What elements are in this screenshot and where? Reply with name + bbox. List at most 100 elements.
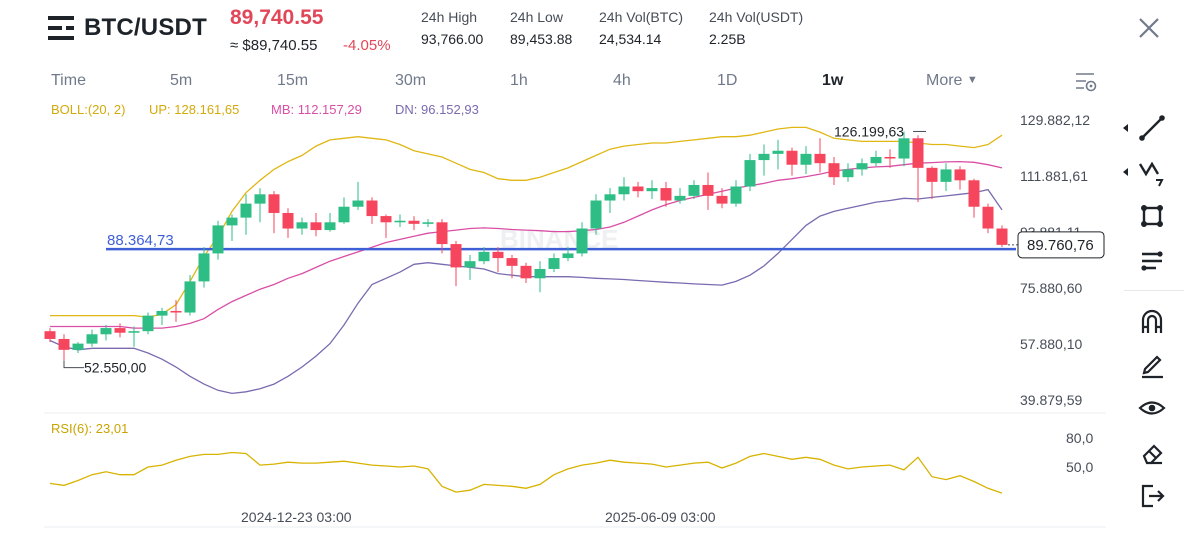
stat-value-24h-vol-usdt: 2.25B bbox=[709, 31, 746, 47]
magnet-icon bbox=[1141, 309, 1163, 333]
candle-body bbox=[436, 222, 448, 245]
pencil-tool[interactable] bbox=[1136, 348, 1168, 380]
candle-body bbox=[184, 281, 196, 313]
candle-body bbox=[394, 220, 406, 223]
exit-drawing-tool[interactable] bbox=[1136, 480, 1168, 512]
price-chart[interactable]: BINANCE129.882,12111.881,6193.881,1175.8… bbox=[0, 0, 1110, 540]
y-axis-label: 57.880,10 bbox=[1020, 336, 1082, 352]
candle-body bbox=[576, 228, 588, 254]
candle-body bbox=[772, 150, 784, 154]
rectangle-icon bbox=[1141, 205, 1163, 227]
tab-time[interactable]: Time bbox=[51, 72, 86, 89]
candle-body bbox=[198, 253, 210, 282]
price-change-percent: -4.05% bbox=[343, 37, 391, 54]
stat-value-24h-high: 93,766.00 bbox=[421, 31, 484, 47]
rsi-axis-label: 80,0 bbox=[1066, 430, 1093, 446]
boll-legend-mb: MB: 112.157,29 bbox=[271, 102, 362, 117]
y-axis-label: 39.879,59 bbox=[1020, 392, 1082, 408]
candle-body bbox=[534, 268, 546, 279]
candle-body bbox=[338, 206, 350, 223]
visibility-tool[interactable] bbox=[1136, 392, 1168, 424]
candle-body bbox=[128, 331, 140, 333]
tab-1d[interactable]: 1D bbox=[717, 72, 738, 89]
toolbar-divider bbox=[1124, 290, 1184, 291]
candle-body bbox=[730, 186, 742, 204]
candle-body bbox=[366, 200, 378, 217]
last-price: 89,740.55 bbox=[230, 6, 324, 29]
candle-body bbox=[604, 194, 616, 201]
horizontal-line-label: 88.364,73 bbox=[107, 232, 174, 249]
stat-label-24h-vol-usdt: 24h Vol(USDT) bbox=[709, 9, 804, 25]
rectangle-tool[interactable] bbox=[1136, 200, 1168, 232]
eye-icon bbox=[1138, 401, 1166, 415]
stat-value-24h-low: 89,453.88 bbox=[510, 31, 573, 47]
candle-body bbox=[408, 220, 420, 224]
candle-body bbox=[842, 169, 854, 178]
candle-body bbox=[170, 310, 182, 313]
tab-30m[interactable]: 30m bbox=[395, 72, 427, 89]
candle-body bbox=[926, 167, 938, 182]
candle-body bbox=[226, 217, 238, 226]
price-usd-approx: ≈ $89,740.55 bbox=[230, 37, 318, 54]
candle-body bbox=[996, 228, 1008, 245]
x-axis-label: 2025-06-09 03:00 bbox=[605, 509, 716, 525]
tab-5m[interactable]: 5m bbox=[170, 72, 193, 89]
collapse-arrow-icon[interactable] bbox=[1118, 118, 1132, 138]
candle-body bbox=[940, 169, 952, 182]
tab-more[interactable]: More ▼ bbox=[926, 72, 978, 90]
trading-pair-title[interactable]: BTC/USDT bbox=[84, 14, 207, 41]
candle-body bbox=[618, 186, 630, 195]
low-marker-line bbox=[63, 360, 84, 369]
boll-legend-up: UP: 128.161,65 bbox=[149, 102, 240, 117]
candle-body bbox=[590, 200, 602, 229]
fibonacci-tool[interactable] bbox=[1136, 156, 1168, 188]
parallel-lines-tool[interactable] bbox=[1136, 244, 1168, 276]
magnet-tool[interactable] bbox=[1136, 305, 1168, 337]
candle-body bbox=[954, 169, 966, 181]
chart-settings-icon[interactable] bbox=[1074, 71, 1098, 93]
low-marker-label: 52.550,00 bbox=[84, 360, 146, 376]
candle-body bbox=[716, 195, 728, 204]
candle-body bbox=[856, 163, 868, 170]
candle-body bbox=[254, 194, 266, 204]
candle-body bbox=[870, 156, 882, 164]
candle-body bbox=[814, 153, 826, 164]
fib-wave-icon bbox=[1138, 161, 1164, 187]
candle-body bbox=[44, 331, 56, 339]
rsi-legend: RSI(6): 23,01 bbox=[51, 421, 129, 436]
candle-body bbox=[786, 150, 798, 165]
boll-legend-label: BOLL:(20, 2) bbox=[51, 102, 126, 117]
stat-label-24h-vol-btc: 24h Vol(BTC) bbox=[599, 9, 684, 25]
candle-body bbox=[562, 253, 574, 259]
candle-body bbox=[884, 156, 896, 159]
tab-4h[interactable]: 4h bbox=[613, 72, 631, 89]
candle-body bbox=[744, 160, 756, 187]
x-axis-label: 2024-12-23 03:00 bbox=[241, 509, 352, 525]
candle-body bbox=[268, 194, 280, 213]
candle-body bbox=[506, 258, 518, 266]
pencil-icon bbox=[1142, 355, 1163, 379]
candle-body bbox=[660, 188, 672, 201]
eraser-tool[interactable] bbox=[1136, 436, 1168, 468]
tab-1w[interactable]: 1w bbox=[822, 72, 844, 89]
candle-body bbox=[142, 315, 154, 332]
candle-body bbox=[464, 261, 476, 268]
candle-body bbox=[646, 188, 658, 192]
candle-body bbox=[282, 212, 294, 229]
high-marker-label: 126.199,63 bbox=[834, 123, 904, 139]
close-icon[interactable] bbox=[1136, 15, 1162, 41]
y-axis-label: 111.881,61 bbox=[1020, 168, 1088, 184]
candle-body bbox=[422, 222, 434, 224]
rsi-axis-label: 50,0 bbox=[1066, 459, 1093, 475]
current-price-box bbox=[1017, 231, 1105, 259]
menu-icon[interactable] bbox=[48, 16, 74, 40]
stat-value-24h-vol-btc: 24,534.14 bbox=[599, 31, 662, 47]
candle-body bbox=[758, 153, 770, 161]
collapse-arrow-icon[interactable] bbox=[1118, 162, 1132, 182]
candle-body bbox=[310, 222, 322, 231]
candle-body bbox=[674, 195, 686, 201]
tab-15m[interactable]: 15m bbox=[277, 72, 309, 89]
tab-1h[interactable]: 1h bbox=[510, 72, 528, 89]
candle-body bbox=[58, 338, 70, 350]
trend-line-tool[interactable] bbox=[1136, 112, 1168, 144]
